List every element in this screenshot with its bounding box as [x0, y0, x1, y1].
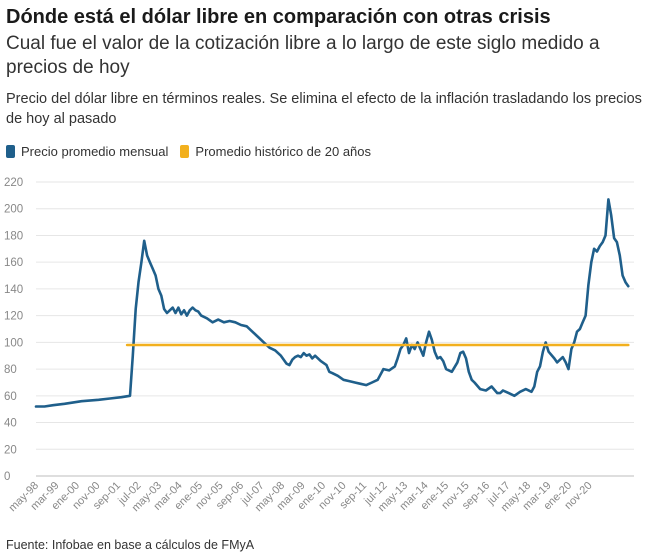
y-tick-label: 200: [4, 204, 23, 216]
y-tick-label: 220: [4, 177, 23, 189]
y-tick-label: 80: [4, 364, 17, 376]
chart-legend: Precio promedio mensual Promedio históri…: [6, 144, 383, 159]
x-axis: may-98mar-99ene-00nov-00sep-01jul-02may-…: [7, 480, 595, 514]
chart-source: Fuente: Infobae en base a cálculos de FM…: [6, 538, 255, 552]
legend-item-average[interactable]: Promedio histórico de 20 años: [180, 144, 371, 159]
y-tick-label: 100: [4, 337, 23, 349]
y-tick-label: 180: [4, 230, 23, 242]
y-tick-label: 0: [4, 471, 10, 483]
y-tick-label: 120: [4, 311, 23, 323]
series-line-monthly-price[interactable]: [34, 198, 630, 408]
y-tick-label: 40: [4, 418, 17, 430]
y-tick-label: 160: [4, 257, 23, 269]
legend-swatch-average: [180, 145, 190, 158]
y-tick-label: 140: [4, 284, 23, 296]
y-tick-label: 60: [4, 391, 17, 403]
chart-description: Precio del dólar libre en términos reale…: [6, 91, 642, 127]
chart-title: Dónde está el dólar libre en comparación…: [6, 6, 551, 28]
legend-label-monthly: Precio promedio mensual: [21, 144, 169, 159]
legend-item-monthly[interactable]: Precio promedio mensual: [6, 144, 168, 159]
y-axis: 0 20 40 60 80 100 120 140 160 180 200 220: [4, 177, 23, 483]
line-chart: 0 20 40 60 80 100 120 140 160 180 200 220 may-98mar…: [4, 177, 634, 514]
chart-subtitle: Cual fue el valor de la cotización libre…: [6, 33, 600, 78]
chart-grid: [36, 181, 634, 477]
legend-swatch-monthly: [6, 145, 15, 158]
legend-label-average: Promedio histórico de 20 años: [195, 144, 372, 159]
chart-series: [34, 198, 630, 408]
y-tick-label: 20: [4, 444, 17, 456]
